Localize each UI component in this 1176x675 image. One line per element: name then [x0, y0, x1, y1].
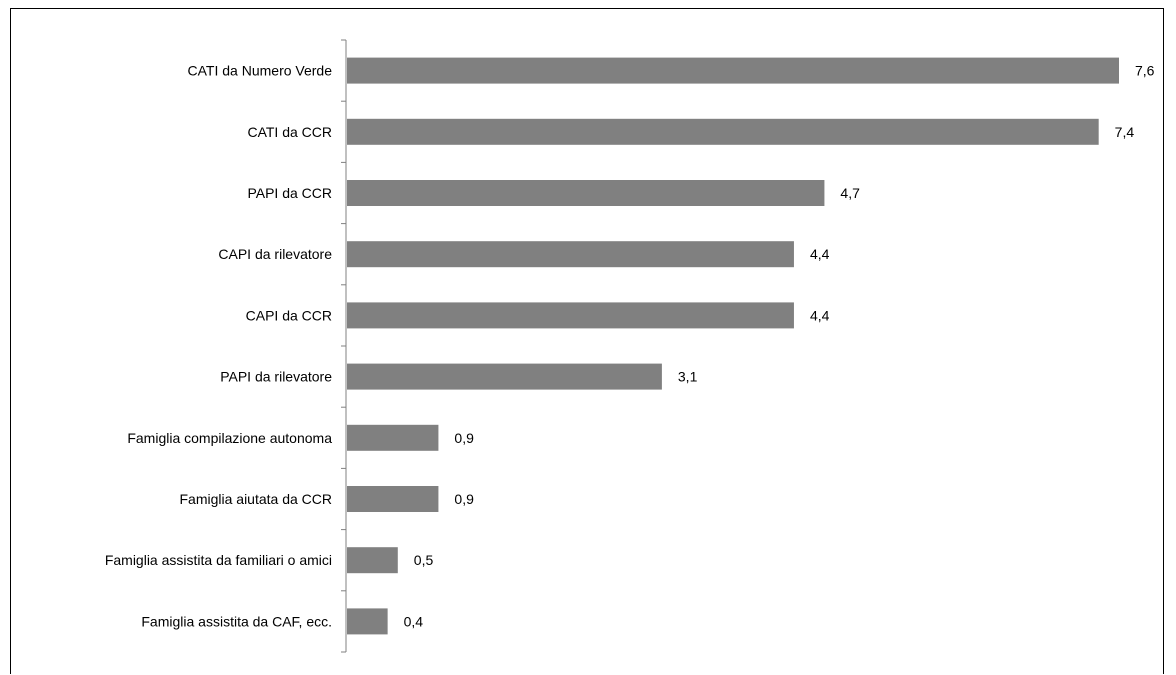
category-axis — [341, 39, 347, 653]
value-label: 4,4 — [810, 246, 830, 262]
category-label: Famiglia assistita da CAF, ecc. — [141, 613, 332, 629]
bar — [347, 547, 398, 574]
bar — [347, 118, 1099, 145]
category-label: CATI da Numero Verde — [188, 63, 333, 79]
bar — [347, 241, 794, 268]
value-label: 7,6 — [1135, 63, 1155, 79]
bar — [347, 302, 794, 329]
bar — [347, 608, 388, 635]
category-label: PAPI da rilevatore — [220, 369, 332, 385]
category-labels: CATI da Numero Verde CATI da CCR PAPI da C… — [105, 63, 332, 630]
category-label: Famiglia assistita da familiari o amici — [105, 552, 332, 568]
value-labels: 7,6 7,4 4,7 4,4 4,4 3,1 0,9 0,9 0,5 0,4 — [404, 63, 1155, 630]
category-label: Famiglia aiutata da CCR — [179, 491, 332, 507]
value-label: 0,9 — [454, 491, 474, 507]
bar — [347, 57, 1119, 84]
category-label: CAPI da CCR — [246, 307, 332, 323]
bar — [347, 486, 439, 512]
value-label: 0,4 — [404, 613, 424, 629]
category-label: CAPI da rilevatore — [218, 246, 332, 262]
value-label: 4,4 — [810, 307, 830, 323]
bar — [347, 363, 662, 390]
value-label: 0,5 — [414, 552, 434, 568]
bar — [347, 180, 825, 206]
bars — [347, 57, 1119, 635]
value-label: 3,1 — [678, 369, 698, 385]
value-label: 0,9 — [454, 430, 474, 446]
category-label: PAPI da CCR — [247, 185, 332, 201]
category-label: Famiglia compilazione autonoma — [127, 430, 332, 446]
value-label: 7,4 — [1115, 124, 1135, 140]
bar — [347, 424, 439, 451]
value-label: 4,7 — [840, 185, 860, 201]
category-label: CATI da CCR — [247, 124, 332, 140]
